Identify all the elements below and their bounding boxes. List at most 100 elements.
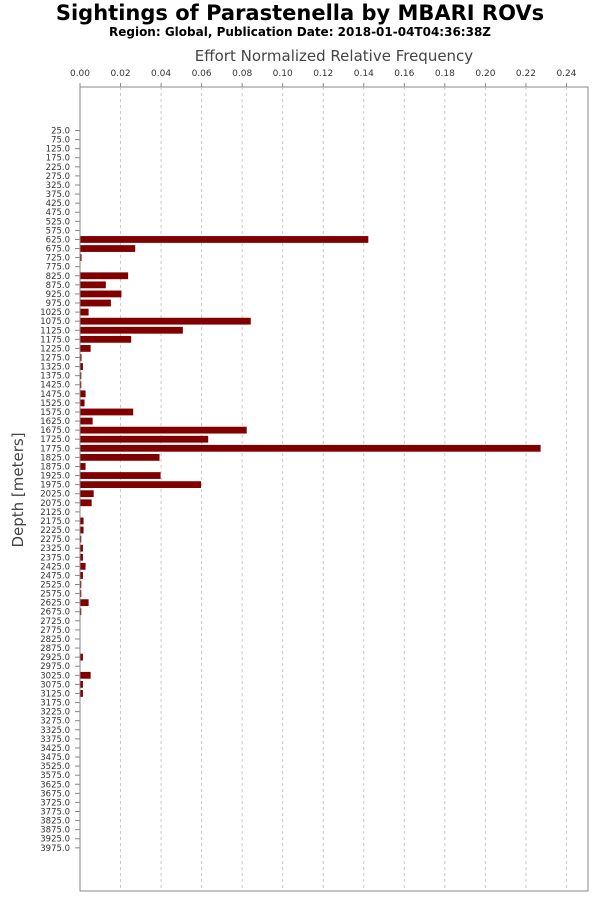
bar bbox=[80, 399, 85, 407]
bar bbox=[80, 463, 86, 470]
y-tick-label: 1225.0 bbox=[40, 344, 70, 354]
x-tick-label: 0.14 bbox=[354, 69, 374, 79]
bar bbox=[80, 472, 161, 479]
y-tick-label: 3725.0 bbox=[40, 798, 70, 808]
bar bbox=[80, 299, 111, 307]
x-tick-label: 0.16 bbox=[394, 69, 414, 79]
y-tick-label: 1675.0 bbox=[40, 426, 70, 436]
y-tick-label: 575.0 bbox=[46, 226, 70, 236]
y-tick-label: 2125.0 bbox=[40, 508, 70, 518]
y-tick-label: 3475.0 bbox=[40, 753, 70, 763]
bar bbox=[80, 653, 83, 661]
y-tick-label: 2525.0 bbox=[40, 581, 70, 591]
y-tick-label: 2275.0 bbox=[40, 535, 70, 545]
x-axis-label: Effort Normalized Relative Frequency bbox=[194, 47, 474, 65]
y-tick-label: 3675.0 bbox=[40, 789, 70, 799]
x-tick-label: 0.10 bbox=[273, 69, 293, 79]
y-tick-label: 3525.0 bbox=[40, 762, 70, 772]
y-tick-label: 1075.0 bbox=[40, 317, 70, 327]
bar bbox=[80, 481, 202, 489]
chart-title: Sightings of Parastenella by MBARI ROVs bbox=[55, 1, 545, 25]
y-tick-label: 3575.0 bbox=[40, 771, 70, 781]
y-tick-label: 3275.0 bbox=[40, 717, 70, 727]
x-tick-label: 0.24 bbox=[556, 69, 576, 79]
y-tick-label: 2425.0 bbox=[40, 562, 70, 572]
y-tick-label: 3425.0 bbox=[40, 744, 70, 754]
y-tick-label: 475.0 bbox=[46, 208, 70, 218]
y-tick-label: 1775.0 bbox=[40, 444, 70, 454]
y-tick-label: 725.0 bbox=[46, 254, 70, 264]
y-tick-label: 75.0 bbox=[51, 136, 70, 146]
bar bbox=[80, 526, 84, 534]
bar bbox=[80, 517, 84, 525]
bar bbox=[80, 444, 541, 452]
y-tick-label: 2825.0 bbox=[40, 635, 70, 645]
bar bbox=[80, 590, 82, 597]
x-tick-label: 0.04 bbox=[151, 69, 171, 79]
y-tick-label: 3925.0 bbox=[40, 835, 70, 845]
bar bbox=[80, 345, 91, 352]
bar bbox=[80, 354, 82, 361]
y-tick-label: 3125.0 bbox=[40, 689, 70, 699]
bar bbox=[80, 363, 83, 370]
y-tick-label: 1725.0 bbox=[40, 435, 70, 445]
y-axis-ticks: 25.075.0125.0175.0225.0275.0325.0375.042… bbox=[40, 127, 80, 854]
y-tick-label: 2925.0 bbox=[40, 653, 70, 663]
bar bbox=[80, 381, 82, 389]
x-tick-label: 0.08 bbox=[232, 69, 252, 79]
bar bbox=[80, 490, 94, 498]
y-tick-label: 675.0 bbox=[46, 245, 70, 255]
y-tick-label: 625.0 bbox=[46, 235, 70, 245]
y-tick-label: 2175.0 bbox=[40, 517, 70, 527]
bar bbox=[80, 290, 122, 298]
y-tick-label: 2025.0 bbox=[40, 490, 70, 500]
bar bbox=[80, 435, 209, 443]
y-tick-label: 1275.0 bbox=[40, 354, 70, 364]
bar bbox=[80, 326, 183, 334]
bar bbox=[80, 308, 89, 316]
y-tick-label: 1025.0 bbox=[40, 308, 70, 318]
y-tick-label: 3625.0 bbox=[40, 780, 70, 790]
y-tick-label: 1825.0 bbox=[40, 453, 70, 463]
y-tick-label: 1625.0 bbox=[40, 417, 70, 427]
y-tick-label: 2075.0 bbox=[40, 499, 70, 509]
bar bbox=[80, 535, 82, 543]
y-tick-label: 3825.0 bbox=[40, 817, 70, 827]
bar bbox=[80, 553, 83, 561]
bar bbox=[80, 562, 86, 570]
y-tick-label: 1525.0 bbox=[40, 399, 70, 409]
y-tick-label: 3225.0 bbox=[40, 708, 70, 718]
bar bbox=[80, 272, 129, 280]
x-tick-label: 0.18 bbox=[435, 69, 455, 79]
y-tick-label: 225.0 bbox=[46, 163, 70, 173]
y-tick-label: 1375.0 bbox=[40, 372, 70, 382]
y-tick-label: 3325.0 bbox=[40, 726, 70, 736]
y-tick-label: 1425.0 bbox=[40, 381, 70, 391]
bar bbox=[80, 281, 106, 289]
y-tick-label: 875.0 bbox=[46, 281, 70, 291]
bar bbox=[80, 453, 160, 461]
y-tick-label: 3975.0 bbox=[40, 844, 70, 854]
bar bbox=[80, 599, 89, 607]
bar bbox=[80, 426, 247, 434]
y-tick-label: 2225.0 bbox=[40, 526, 70, 536]
y-tick-label: 1575.0 bbox=[40, 408, 70, 418]
y-tick-label: 3075.0 bbox=[40, 680, 70, 690]
y-tick-label: 2325.0 bbox=[40, 544, 70, 554]
y-tick-label: 1475.0 bbox=[40, 390, 70, 400]
bar bbox=[80, 581, 82, 588]
x-tick-label: 0.22 bbox=[516, 69, 536, 79]
y-tick-label: 375.0 bbox=[46, 190, 70, 200]
bar bbox=[80, 544, 83, 552]
bar bbox=[80, 408, 134, 416]
y-tick-label: 25.0 bbox=[51, 127, 70, 137]
bar bbox=[80, 608, 82, 616]
x-tick-label: 0.06 bbox=[192, 69, 212, 79]
bar bbox=[80, 690, 83, 697]
y-tick-label: 525.0 bbox=[46, 217, 70, 227]
y-tick-label: 3875.0 bbox=[40, 826, 70, 836]
y-tick-label: 2725.0 bbox=[40, 617, 70, 627]
y-tick-label: 2775.0 bbox=[40, 626, 70, 636]
y-tick-label: 325.0 bbox=[46, 181, 70, 191]
